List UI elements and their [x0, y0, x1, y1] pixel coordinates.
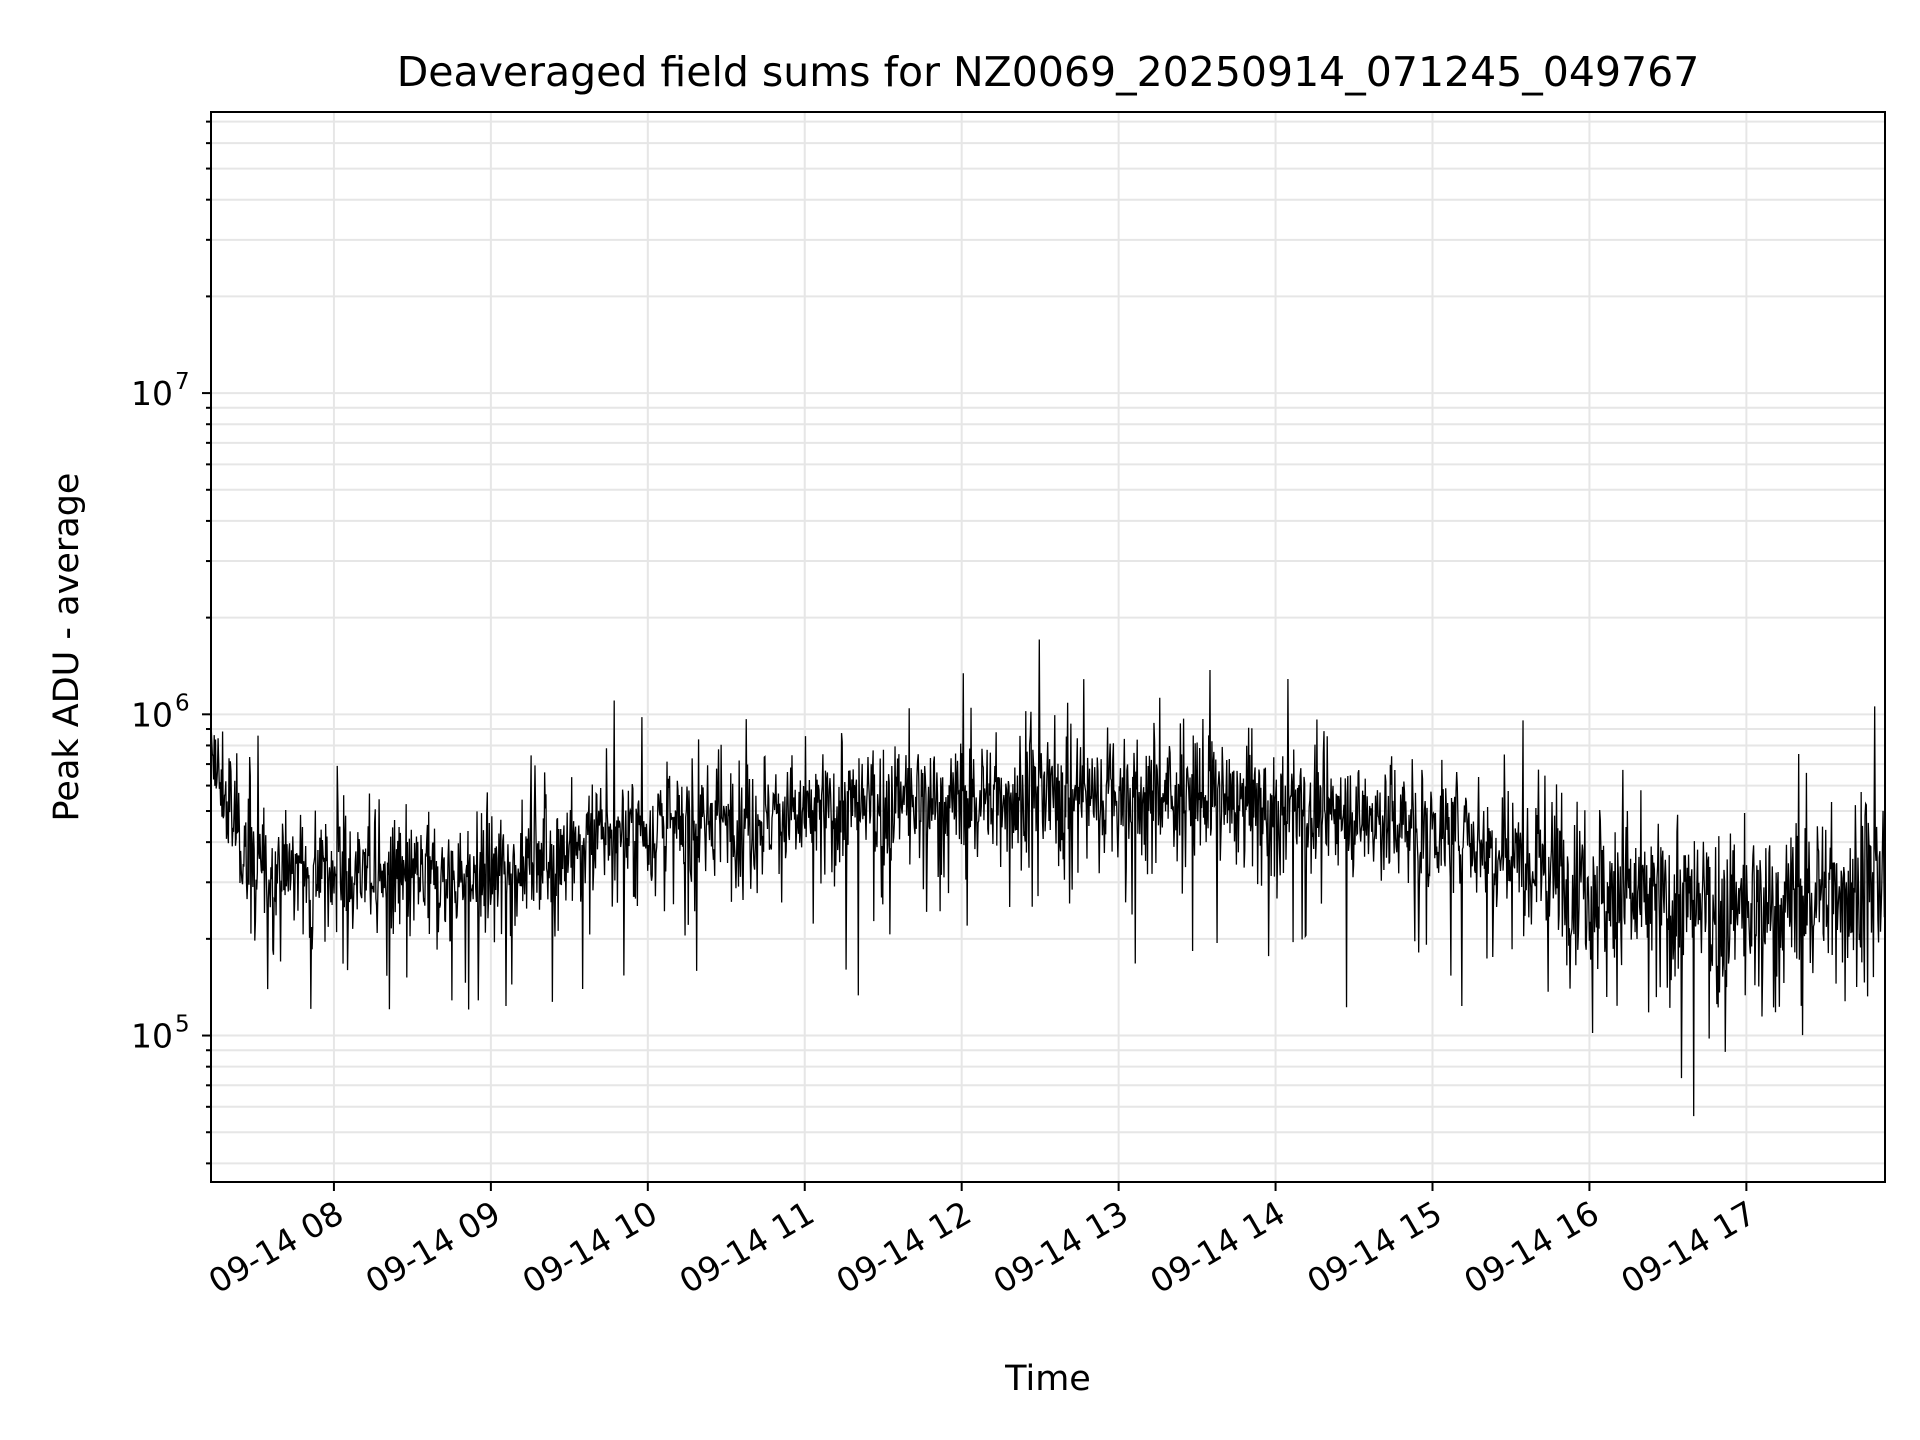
x-axis-label: Time	[1004, 1359, 1091, 1399]
series-line	[210, 639, 1886, 1117]
chart-title: Deaveraged field sums for NZ0069_2025091…	[397, 48, 1700, 96]
y-tick-label: 10	[131, 374, 173, 413]
y-tick-exponent: 5	[175, 1012, 190, 1038]
y-tick-label: 10	[131, 695, 173, 734]
plot-line-group	[210, 639, 1886, 1117]
y-axis-label: Peak ADU - average	[47, 473, 87, 822]
y-tick-exponent: 6	[175, 690, 190, 716]
plot-frame	[210, 111, 1886, 1183]
y-tick-exponent: 7	[175, 369, 190, 395]
y-tick-label: 10	[131, 1017, 173, 1056]
